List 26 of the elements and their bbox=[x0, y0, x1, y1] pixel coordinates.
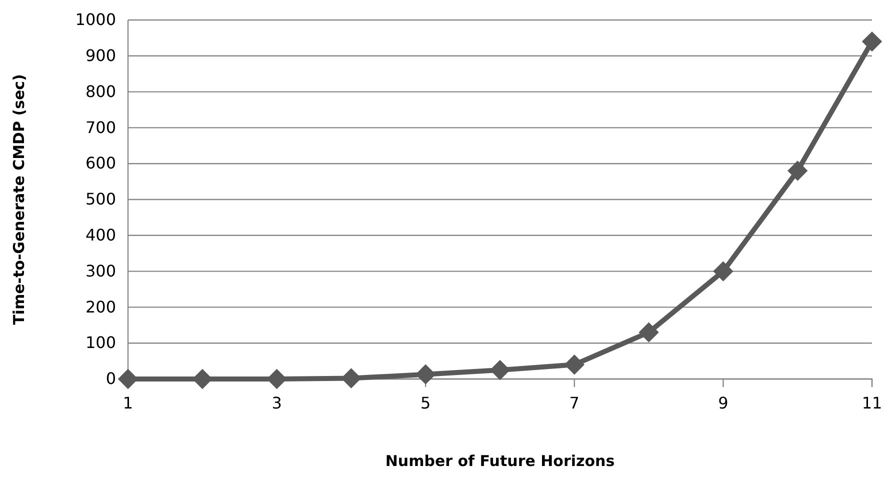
x-tick-label: 7 bbox=[569, 393, 580, 412]
point bbox=[713, 261, 734, 282]
x-tick-label: 1 bbox=[122, 393, 134, 412]
y-tick-label: 900 bbox=[85, 46, 116, 66]
point bbox=[788, 160, 808, 181]
y-tick-label: 700 bbox=[85, 118, 116, 137]
y-tick-label: 500 bbox=[85, 190, 116, 209]
y-tick-label: 600 bbox=[85, 154, 116, 173]
x-tick-label: 5 bbox=[420, 393, 431, 412]
y-tick-label: 800 bbox=[85, 82, 116, 101]
y-axis-title: Time-to-Generate CMDP (sec) bbox=[10, 74, 28, 325]
y-tick-label: 100 bbox=[85, 333, 116, 352]
point bbox=[416, 364, 436, 384]
point bbox=[564, 354, 584, 375]
y-tick-label: 200 bbox=[85, 297, 116, 316]
x-tick-label: 9 bbox=[718, 393, 728, 412]
point bbox=[862, 31, 882, 52]
y-tick-label: 400 bbox=[85, 226, 116, 245]
x-tick-label: 3 bbox=[272, 393, 282, 412]
point bbox=[638, 322, 659, 342]
point bbox=[341, 368, 362, 388]
y-tick-label: 1000 bbox=[75, 10, 116, 30]
y-tick-label: 300 bbox=[85, 261, 116, 280]
x-axis-title: Number of Future Horizons bbox=[385, 452, 615, 470]
x-tick-label: 11 bbox=[862, 393, 882, 412]
y-tick-label: 0 bbox=[106, 369, 116, 388]
